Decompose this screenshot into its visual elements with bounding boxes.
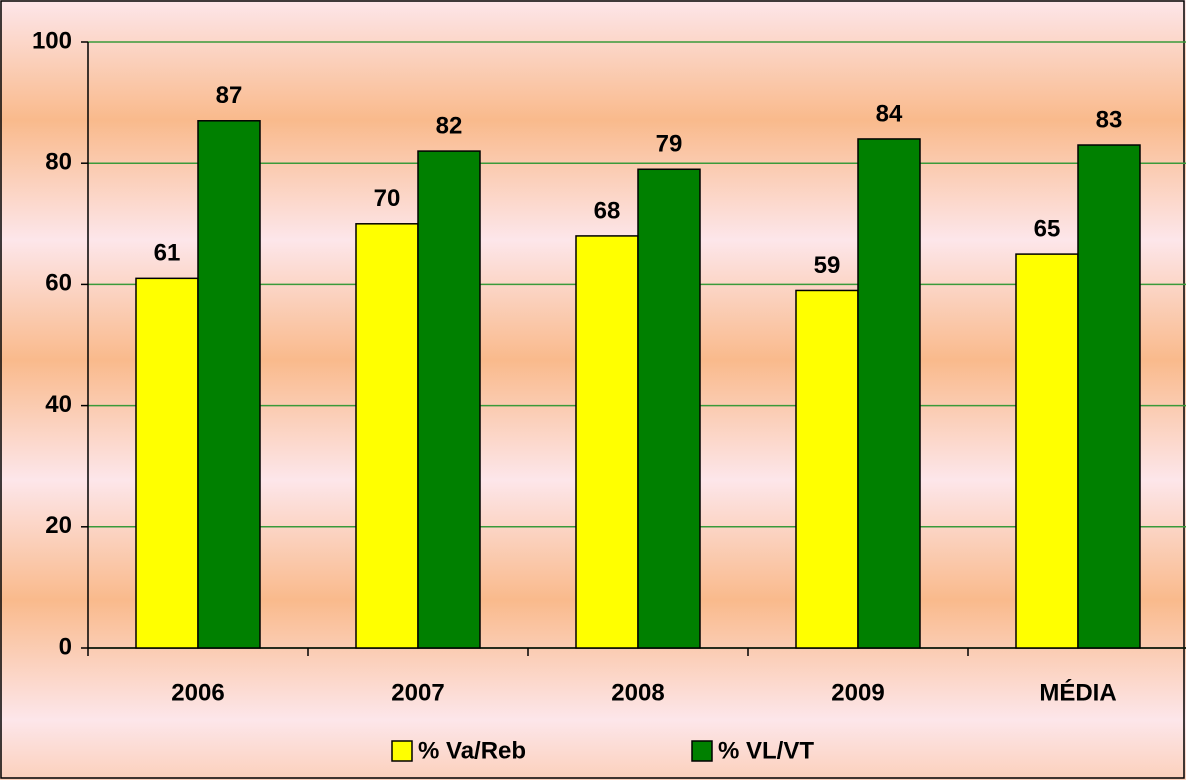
x-tick-label: 2006 [171,679,224,706]
bar [857,138,921,649]
x-tick-label: 2007 [391,679,444,706]
bar [197,120,261,649]
data-label: 87 [216,82,243,109]
data-label: 82 [436,112,463,139]
y-tick-label: 20 [45,512,72,539]
bar [1077,144,1141,649]
data-label: 84 [876,100,903,127]
bar [575,235,639,649]
y-tick-label: 100 [32,27,72,54]
legend-label: % Va/Reb [418,737,526,764]
data-label: 79 [656,131,683,158]
bar [355,223,419,649]
legend-label: % VL/VT [718,737,814,764]
legend-swatch [691,740,713,762]
bar [135,277,199,649]
data-label: 68 [594,197,621,224]
y-tick-label: 60 [45,270,72,297]
data-label: 59 [814,252,841,279]
x-tick-label: 2009 [831,679,884,706]
data-label: 83 [1096,106,1123,133]
y-tick-label: 40 [45,391,72,418]
bar [795,289,859,649]
y-tick-label: 0 [59,633,72,660]
x-tick-label: 2008 [611,679,664,706]
bar [1015,253,1079,649]
y-tick-label: 80 [45,149,72,176]
bar [417,150,481,649]
x-tick-label: MÉDIA [1039,678,1116,706]
data-label: 61 [154,240,181,267]
legend-swatch [391,740,413,762]
bar [637,168,701,649]
data-label: 70 [374,185,401,212]
data-label: 65 [1034,215,1061,242]
